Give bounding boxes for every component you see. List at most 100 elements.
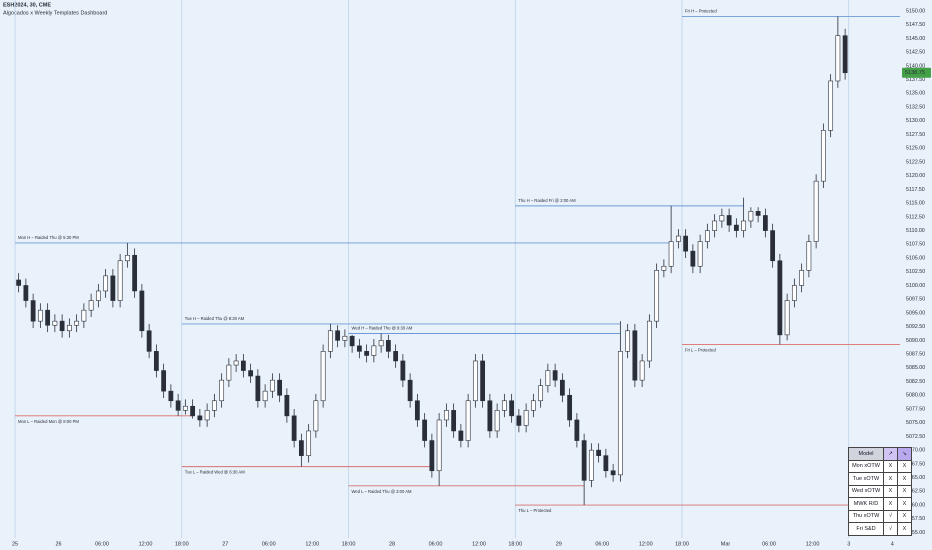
candle-body xyxy=(364,351,370,356)
candle-body xyxy=(603,455,609,472)
level-label: Mon H – Raided Thu @ 5:30 PM xyxy=(18,235,79,240)
candle-body xyxy=(313,400,319,432)
dashboard-row: Wed xOTW X X xyxy=(848,484,912,498)
y-tick-label: 5132.50 xyxy=(906,104,925,110)
dashboard-cell: Thu xOTW xyxy=(848,509,884,523)
candle-body xyxy=(777,260,783,336)
y-tick-label: 5117.50 xyxy=(906,187,925,193)
x-tick-label: Mar xyxy=(721,541,731,547)
x-tick-label: 18:00 xyxy=(342,541,356,547)
y-tick-label: 5102.50 xyxy=(906,269,925,275)
candle-body xyxy=(654,270,660,322)
dashboard-cell: X xyxy=(883,497,898,511)
x-tick-label: 06:00 xyxy=(262,541,276,547)
x-tick-label: 12:00 xyxy=(472,541,486,547)
y-tick-label: 5062.50 xyxy=(906,489,925,495)
dashboard-cell: X xyxy=(883,484,898,498)
candle-body xyxy=(516,415,522,426)
candle-body xyxy=(371,345,377,356)
candle-body xyxy=(59,320,65,332)
dashboard-cell: Tue xOTW xyxy=(848,472,884,486)
candle-body xyxy=(726,215,732,226)
x-tick-label: 06:00 xyxy=(95,541,109,547)
level-label: Thu L – Protected xyxy=(518,508,552,513)
candle-body xyxy=(828,80,834,131)
candle-body xyxy=(625,330,631,352)
candle-body xyxy=(248,370,254,377)
level-label: Wed L – Raided Thu @ 3:00 AM xyxy=(352,489,413,494)
candle-body xyxy=(661,265,667,271)
y-tick-label: 5090.00 xyxy=(906,338,925,344)
dashboard-row: Fri S&D √ X xyxy=(848,522,912,536)
candle-body xyxy=(95,290,101,301)
x-tick-label: 26 xyxy=(55,541,61,547)
x-tick-label: 06:00 xyxy=(762,541,776,547)
candle-body xyxy=(509,400,515,417)
candle-body xyxy=(639,360,645,381)
candle-body xyxy=(16,279,22,286)
y-tick-label: 5055.00 xyxy=(906,530,925,536)
dashboard-cell: MWK R/D xyxy=(848,497,884,511)
candle-body xyxy=(204,410,210,421)
candle-body xyxy=(574,419,580,441)
level-label: Wed H – Raided Thu @ 9:30 AM xyxy=(352,326,413,331)
candle-body xyxy=(842,35,848,74)
candle-body xyxy=(719,215,725,222)
candle-body xyxy=(675,235,681,242)
chart-title: ESH2024, 30, CME xyxy=(3,2,51,8)
x-tick-label: 3 xyxy=(847,541,850,547)
x-tick-label: 29 xyxy=(556,541,562,547)
y-tick-label: 5107.50 xyxy=(906,242,925,248)
candle-body xyxy=(385,340,391,352)
candle-body xyxy=(378,340,384,347)
candle-body xyxy=(820,130,826,182)
candle-body xyxy=(342,335,348,341)
candle-body xyxy=(37,309,43,322)
candle-body xyxy=(741,220,747,231)
x-tick-label: 4 xyxy=(891,541,894,547)
y-tick-label: 5137.50 xyxy=(906,77,925,83)
x-tick-label: 25 xyxy=(12,541,18,547)
candle-body xyxy=(755,211,761,216)
y-tick-label: 5072.50 xyxy=(906,434,925,440)
candle-body xyxy=(320,351,326,402)
candle-body xyxy=(617,351,623,476)
candle-body xyxy=(451,410,457,432)
candle-body xyxy=(791,285,797,301)
candle-body xyxy=(52,320,58,326)
y-tick-label: 5085.00 xyxy=(906,365,925,371)
dashboard-cell: X xyxy=(897,484,912,498)
dashboard-cell: √ xyxy=(883,509,898,523)
candle-body xyxy=(530,400,536,411)
x-tick-label: 18:00 xyxy=(508,541,522,547)
candle-body xyxy=(190,405,196,417)
y-tick-label: 5077.50 xyxy=(906,406,925,412)
candle-body xyxy=(704,230,710,242)
candle-body xyxy=(429,440,435,472)
x-tick-label: 12:00 xyxy=(639,541,653,547)
level-label: Fri H – Protected xyxy=(685,9,717,14)
candle-body xyxy=(538,385,544,402)
candle-body xyxy=(770,230,776,262)
candle-body xyxy=(414,400,420,421)
y-tick-label: 5120.00 xyxy=(906,173,925,179)
dashboard-row: Mon xOTW X X xyxy=(848,459,912,473)
candle-body xyxy=(813,180,819,242)
dashboard-cell: X xyxy=(897,459,912,473)
level-label: Tue L – Raided Wed @ 6:30 AM xyxy=(185,470,245,475)
candle-body xyxy=(146,330,152,352)
x-tick-label: 06:00 xyxy=(429,541,443,547)
x-tick-label: 18:00 xyxy=(175,541,189,547)
y-tick-label: 5087.50 xyxy=(906,351,925,357)
candle-body xyxy=(88,300,94,311)
dashboard-row: Tue xOTW X X xyxy=(848,472,912,486)
candle-body xyxy=(494,410,500,432)
y-tick-label: 5110.00 xyxy=(906,228,925,234)
candle-body xyxy=(153,351,159,371)
candle-body xyxy=(400,360,406,381)
dashboard-row: MWK R/D X X xyxy=(848,497,912,511)
candle-body xyxy=(30,300,36,322)
level-label: Fri L – Protected xyxy=(685,348,716,353)
